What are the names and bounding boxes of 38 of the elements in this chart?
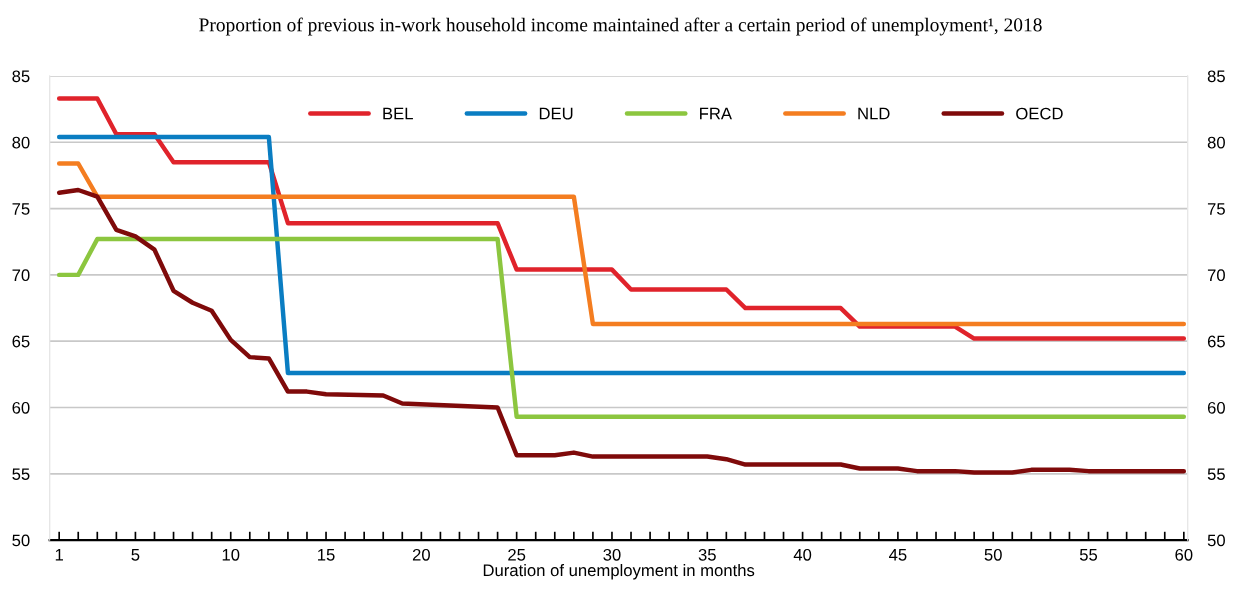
x-tick-label: 15	[318, 549, 335, 561]
x-tick-label: 55	[1079, 549, 1098, 561]
y-tick-label: 60	[12, 401, 30, 414]
x-tick-label: 60	[1175, 548, 1193, 561]
x-tick-label: 50	[984, 548, 1002, 561]
x-tick-label: 1	[55, 549, 63, 561]
x-tick-label: 20	[412, 548, 430, 561]
x-tick-label: 25	[508, 548, 526, 561]
y2-tick-label: 70	[1207, 269, 1225, 282]
x-tick-label: 45	[889, 549, 907, 561]
y2-tick-label: 60	[1207, 401, 1225, 414]
y-tick-label: 75	[12, 203, 30, 215]
x-tick-label: 30	[603, 548, 621, 561]
x-axis-title: Duration of unemployment in months	[483, 563, 755, 580]
x-tick-label: 35	[698, 548, 716, 561]
y2-tick-label: 65	[1207, 335, 1225, 348]
legend-label: DEU	[539, 107, 573, 120]
x-tick-label: 40	[793, 548, 812, 561]
y-tick-label: 80	[12, 136, 30, 149]
x-tick-label: 10	[222, 548, 240, 561]
y2-tick-label: 50	[1207, 534, 1225, 547]
y-tick-label: 55	[12, 468, 30, 481]
chart-title: Proportion of previous in-work household income maintained after a certain period of unemployment¹, 2018	[199, 17, 1042, 36]
y-tick-label: 65	[12, 335, 30, 348]
line-series	[56, 187, 1187, 475]
x-tick-label: 5	[131, 549, 140, 561]
y-tick-label: 85	[12, 70, 30, 83]
y-tick-label: 70	[12, 269, 30, 282]
legend-label: FRA	[700, 107, 732, 120]
legend-label: NLD	[858, 107, 890, 120]
legend-label: BEL	[383, 107, 413, 120]
y2-tick-label: 75	[1207, 203, 1225, 215]
line-series	[56, 96, 1187, 341]
legend-label: OECD	[1016, 107, 1063, 120]
y-tick-label: 50	[12, 534, 30, 547]
y2-tick-label: 85	[1207, 70, 1225, 83]
y2-tick-label: 55	[1207, 468, 1225, 481]
y2-tick-label: 80	[1207, 136, 1225, 149]
